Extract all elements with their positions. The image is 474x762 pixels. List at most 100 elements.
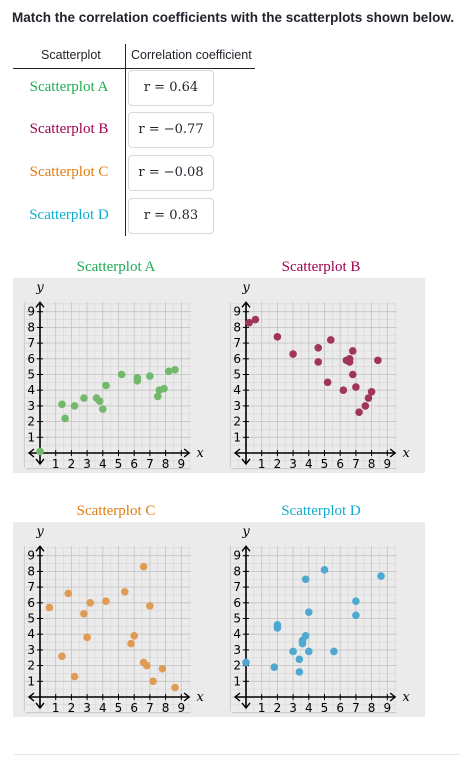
data-point-c (86, 599, 95, 607)
y-tick-label: 9 (27, 549, 35, 563)
data-point-d (270, 663, 279, 671)
row-label-d: Scatterplot D (29, 207, 109, 223)
x-axis-arrow-left (233, 692, 241, 702)
y-tick-label: 2 (27, 415, 35, 429)
x-tick-label: 8 (162, 701, 170, 715)
y-tick-label: 7 (233, 336, 241, 350)
data-point-b (314, 344, 323, 352)
x-tick-label: 6 (130, 457, 138, 471)
y-tick-label: 3 (233, 399, 241, 413)
data-point-b (289, 350, 297, 358)
y-tick-label: 6 (233, 352, 241, 366)
plot-title-d: Scatterplot D (281, 503, 361, 519)
data-point-b (361, 402, 370, 410)
row-label-b: Scatterplot B (29, 121, 109, 137)
data-point-c (64, 589, 73, 598)
x-tick-label: 7 (352, 701, 360, 715)
data-point-c (127, 639, 135, 648)
data-point-a (160, 384, 168, 393)
x-tick-label: 6 (336, 701, 344, 715)
y-axis-label-a: y (35, 280, 44, 295)
data-point-d (289, 647, 297, 656)
y-axis-label-c: y (35, 524, 44, 539)
data-point-d (305, 608, 313, 617)
data-point-b (245, 318, 253, 327)
data-point-a (58, 400, 66, 409)
data-point-d (352, 597, 360, 606)
x-tick-label: 4 (99, 457, 107, 471)
plot-background-c (13, 522, 219, 717)
data-point-d (273, 624, 282, 632)
x-axis-label-b: x (402, 446, 410, 461)
x-tick-label: 6 (130, 701, 138, 715)
r-card-neg-0.77[interactable]: r = −0.77 (128, 112, 214, 148)
x-tick-label: 2 (274, 457, 282, 471)
data-point-c (171, 683, 179, 692)
r-card-0.64[interactable]: r = 0.64 (128, 70, 214, 106)
y-tick-label: 4 (233, 627, 241, 641)
y-tick-label: 5 (27, 612, 35, 626)
y-tick-label: 8 (27, 564, 35, 578)
y-axis-arrow-down (35, 458, 45, 466)
data-point-a (36, 447, 44, 456)
x-tick-label: 9 (383, 701, 391, 715)
data-point-b (323, 378, 332, 387)
data-point-a (133, 376, 142, 385)
x-axis-arrow-right (389, 692, 397, 702)
x-tick-label: 1 (258, 701, 266, 715)
data-point-b (326, 336, 335, 344)
data-point-b (273, 333, 282, 341)
y-axis-arrow-up (241, 301, 251, 308)
plot-background-a (13, 278, 219, 473)
x-tick-label: 8 (368, 701, 376, 715)
y-tick-label: 3 (233, 643, 241, 657)
y-tick-label: 2 (233, 659, 241, 673)
x-tick-label: 3 (289, 701, 297, 715)
x-tick-label: 1 (258, 457, 266, 471)
y-tick-label: 4 (233, 383, 241, 397)
x-tick-label: 4 (305, 457, 313, 471)
y-tick-label: 8 (27, 320, 35, 334)
y-tick-label: 7 (27, 580, 35, 594)
r-card-0.83[interactable]: r = 0.83 (128, 198, 214, 234)
data-point-c (83, 633, 91, 642)
data-point-a (146, 372, 154, 380)
data-point-b (364, 394, 373, 402)
x-tick-label: 3 (289, 457, 297, 471)
plot-background-b (219, 278, 425, 473)
y-tick-label: 1 (233, 674, 241, 688)
data-point-b (355, 408, 363, 416)
x-axis-arrow-left (27, 448, 35, 458)
data-point-c (158, 664, 167, 673)
x-tick-label: 3 (83, 701, 91, 715)
x-tick-label: 9 (383, 457, 391, 471)
y-tick-label: 7 (27, 336, 35, 350)
x-tick-label: 8 (162, 457, 170, 471)
data-point-c (70, 672, 79, 681)
x-tick-label: 3 (83, 457, 91, 471)
y-axis-arrow-up (241, 545, 251, 552)
data-point-a (117, 370, 126, 379)
y-tick-label: 2 (27, 659, 35, 673)
x-tick-label: 9 (177, 701, 185, 715)
y-tick-label: 5 (233, 612, 241, 626)
data-point-b (345, 358, 354, 366)
plot-title-c: Scatterplot C (76, 503, 156, 519)
y-tick-label: 8 (233, 564, 241, 578)
y-tick-label: 4 (27, 627, 35, 641)
x-tick-label: 4 (99, 701, 107, 715)
y-tick-label: 8 (233, 320, 241, 334)
data-point-d (301, 575, 310, 584)
data-point-b (367, 387, 376, 396)
y-tick-label: 9 (233, 305, 241, 319)
row-label-a: Scatterplot A (29, 79, 109, 95)
y-axis-arrow-up (35, 301, 45, 308)
x-tick-label: 8 (368, 457, 376, 471)
y-tick-label: 5 (27, 368, 35, 382)
x-tick-label: 6 (336, 457, 344, 471)
data-point-d (301, 631, 310, 640)
r-card-neg-0.08[interactable]: r = −0.08 (128, 155, 214, 191)
data-point-a (70, 402, 79, 410)
data-point-a (61, 414, 69, 423)
